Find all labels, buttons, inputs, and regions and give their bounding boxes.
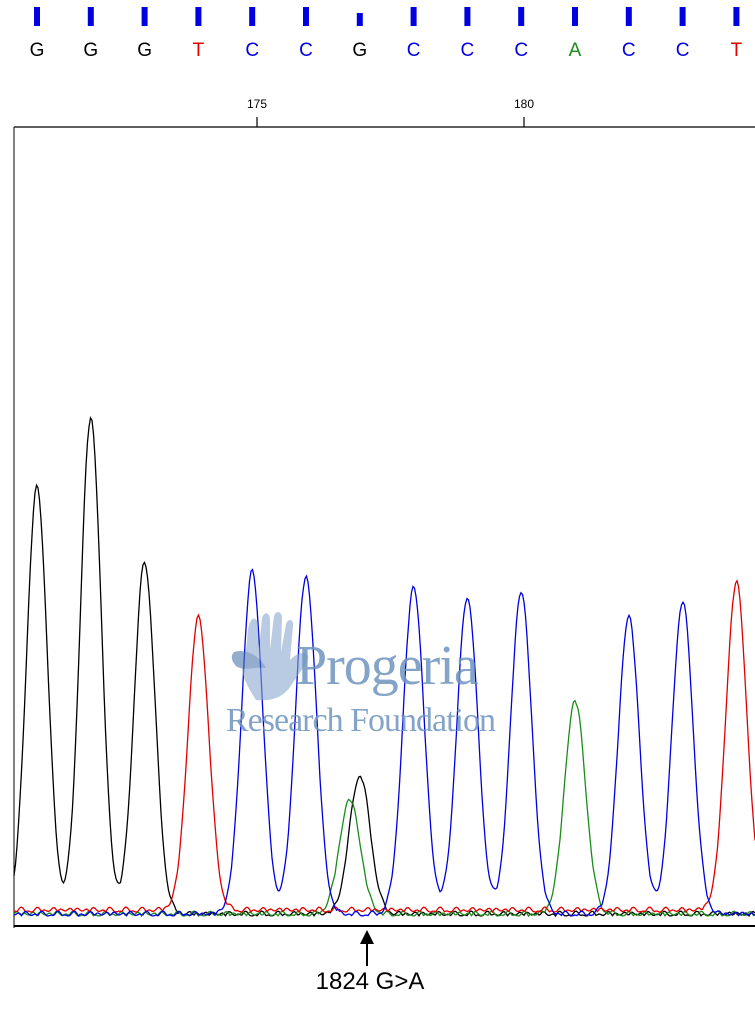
base-call-letter: G xyxy=(137,40,152,61)
watermark-subtitle: Research Foundation xyxy=(226,702,496,739)
annotation-arrow xyxy=(360,930,374,966)
base-call-tick xyxy=(733,7,740,26)
hand-logo-icon xyxy=(231,612,309,701)
base-call-letter: A xyxy=(569,40,582,61)
trace-C xyxy=(13,568,755,918)
mutation-label: 1824 G>A xyxy=(315,968,425,995)
base-call-letter: T xyxy=(193,40,205,61)
base-call-letter: G xyxy=(83,40,98,61)
trace-A xyxy=(13,699,755,918)
base-call-tick xyxy=(518,7,525,26)
position-tick-label: 175 xyxy=(247,97,267,111)
base-call-tick xyxy=(34,7,40,26)
base-call-letter: C xyxy=(461,40,475,61)
position-tick-label: 180 xyxy=(514,97,534,111)
trace-T xyxy=(14,579,755,914)
base-call-letter: G xyxy=(352,40,367,61)
base-call-tick xyxy=(572,7,578,26)
base-call-tick xyxy=(410,7,417,26)
base-call-letter: G xyxy=(30,40,45,61)
base-call-letter: C xyxy=(245,40,259,61)
arrow-head xyxy=(360,930,374,944)
base-call-tick xyxy=(87,7,94,26)
base-call-letter: C xyxy=(622,40,636,61)
base-call-letter: T xyxy=(731,40,743,61)
base-call-tick xyxy=(249,7,256,26)
base-call-tick xyxy=(679,7,686,26)
base-call-tick xyxy=(625,7,632,26)
base-call-letter: C xyxy=(676,40,690,61)
base-call-tick xyxy=(464,7,471,26)
base-call-tick xyxy=(141,7,148,26)
base-call-tick xyxy=(303,7,309,26)
base-call-tick xyxy=(195,7,202,26)
base-call-letter: C xyxy=(407,40,421,61)
base-call-letter: C xyxy=(299,40,313,61)
base-call-tick xyxy=(356,13,363,26)
watermark-title: Progeria xyxy=(296,635,479,697)
base-call-letter: C xyxy=(514,40,528,61)
